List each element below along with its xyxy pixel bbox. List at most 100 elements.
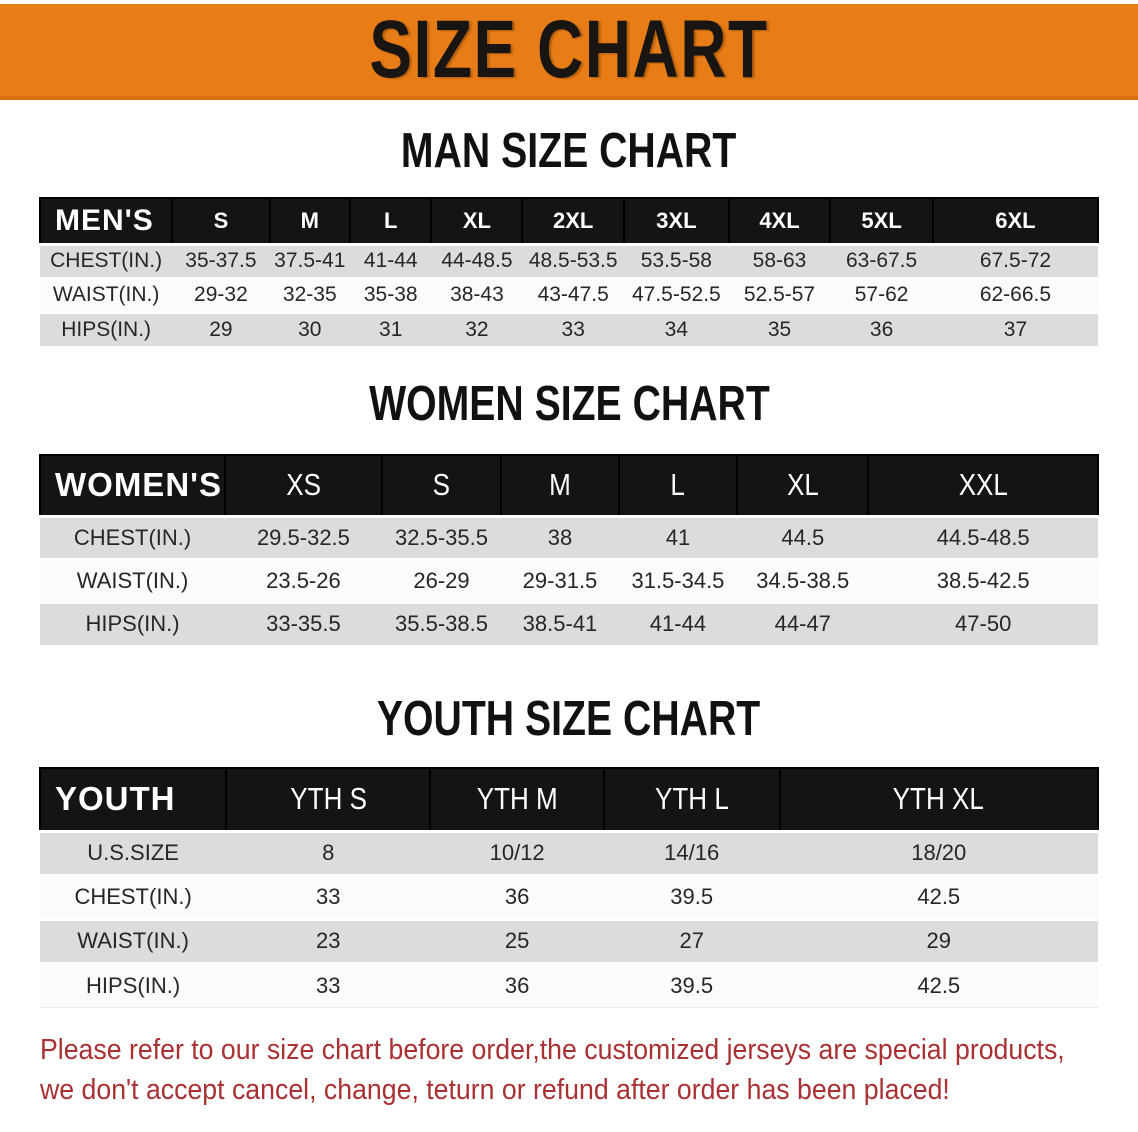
measurement-cell: 29-31.5: [501, 557, 619, 603]
men-hips-row: HIPS(IN.) 29 30 31 32 33 34 35 36 37: [40, 310, 1098, 346]
size-column-header: YTH S: [225, 767, 432, 832]
women-hips-row: HIPS(IN.) 33-35.5 35.5-38.5 38.5-41 41-4…: [40, 600, 1098, 645]
size-column-header: 3XL: [622, 197, 730, 245]
men-section-heading: MAN SIZE CHART: [0, 127, 1138, 176]
women-table-title-cell: WOMEN'S: [38, 454, 227, 517]
size-column-header: 4XL: [727, 197, 832, 245]
measurement-cell: 41-44: [618, 600, 738, 645]
size-column-header-text: M: [549, 467, 571, 503]
row-label: WAIST(IN.): [40, 917, 227, 963]
measurement-cell: 47-50: [868, 600, 1098, 645]
size-column-header-text: XS: [286, 467, 321, 503]
measurement-cell: 35-37.5: [172, 242, 270, 278]
youth-section-heading: YOUTH SIZE CHART: [0, 695, 1138, 744]
size-column-header: L: [348, 197, 433, 245]
size-column-header: M: [268, 197, 351, 245]
youth-table-header-row: YOUTH YTH S YTH M YTH L YTH XL: [38, 767, 1100, 832]
measurement-cell: 39.5: [603, 873, 780, 920]
measurement-cell: 38: [501, 514, 619, 559]
youth-waist-row: WAIST(IN.) 23 25 27 29: [40, 917, 1098, 963]
measurement-cell: 29-32: [172, 276, 270, 313]
size-column-header: 2XL: [521, 197, 625, 245]
measurement-cell: 41: [618, 514, 738, 559]
size-column-header-text: YTH XL: [893, 781, 985, 817]
women-chest-row: CHEST(IN.) 29.5-32.5 32.5-35.5 38 41 44.…: [40, 514, 1098, 559]
size-column-header-text: S: [432, 467, 451, 503]
measurement-cell: 10/12: [430, 829, 604, 875]
measurement-cell: 62-66.5: [932, 276, 1098, 313]
measurement-cell: 14/16: [603, 829, 780, 875]
size-chart-banner: SIZE CHART: [0, 4, 1138, 100]
measurement-cell: 35.5-38.5: [381, 600, 502, 645]
measurement-cell: 36: [830, 310, 933, 346]
measurement-cell: 32-35: [269, 276, 350, 313]
measurement-cell: 33: [226, 961, 431, 1008]
row-label: CHEST(IN.): [40, 242, 173, 278]
measurement-cell: 39.5: [603, 961, 780, 1008]
measurement-cell: 25: [430, 917, 604, 963]
men-table-header-row: MEN'S S M L XL 2XL 3XL 4XL 5XL 6XL: [38, 197, 1100, 245]
size-column-header-text: XXL: [958, 467, 1008, 503]
row-label: U.S.SIZE: [40, 829, 227, 875]
women-waist-row: WAIST(IN.) 23.5-26 26-29 29-31.5 31.5-34…: [40, 557, 1098, 603]
measurement-cell: 29: [172, 310, 270, 346]
measurement-cell: 44-48.5: [431, 242, 523, 278]
measurement-cell: 26-29: [381, 557, 502, 603]
measurement-cell: 33-35.5: [225, 600, 382, 645]
measurement-cell: 35-38: [349, 276, 432, 313]
size-column-header: XS: [224, 454, 383, 517]
measurement-cell: 52.5-57: [728, 276, 831, 313]
youth-size-table: YOUTH YTH S YTH M YTH L YTH XL U.S.SIZE …: [38, 767, 1100, 1008]
measurement-cell: 47.5-52.5: [623, 276, 729, 313]
measurement-cell: 29.5-32.5: [225, 514, 382, 559]
size-column-header: YTH XL: [778, 767, 1100, 832]
women-table-header-row: WOMEN'S XS S M L XL XXL: [38, 454, 1099, 517]
women-size-table: WOMEN'S XS S M L XL XXL CHEST(IN.) 29.5-…: [38, 454, 1099, 645]
size-column-header: XL: [430, 197, 524, 245]
men-section-heading-text: MAN SIZE CHART: [401, 124, 737, 178]
measurement-cell: 48.5-53.5: [522, 242, 624, 278]
size-column-header: YTH M: [429, 767, 605, 832]
size-column-header: 5XL: [829, 197, 934, 245]
size-column-header: M: [500, 454, 620, 517]
top-margin-strip: [0, 0, 1138, 4]
men-size-table: MEN'S S M L XL 2XL 3XL 4XL 5XL 6XL CHEST…: [38, 197, 1100, 346]
measurement-cell: 32: [431, 310, 523, 346]
women-section-heading-text: WOMEN SIZE CHART: [368, 377, 770, 431]
measurement-cell: 32.5-35.5: [381, 514, 502, 559]
size-column-header-text: YTH M: [476, 781, 558, 817]
measurement-cell: 31: [349, 310, 432, 346]
measurement-cell: 42.5: [779, 961, 1098, 1008]
measurement-cell: 29: [779, 917, 1098, 963]
measurement-cell: 67.5-72: [932, 242, 1098, 278]
measurement-cell: 33: [226, 873, 431, 920]
youth-ussize-row: U.S.SIZE 8 10/12 14/16 18/20: [40, 829, 1098, 875]
row-label: HIPS(IN.): [40, 961, 227, 1008]
row-label: HIPS(IN.): [40, 600, 226, 645]
women-section-heading: WOMEN SIZE CHART: [0, 380, 1138, 429]
disclaimer-line-1: Please refer to our size chart before or…: [40, 1033, 1065, 1066]
measurement-cell: 35: [728, 310, 831, 346]
measurement-cell: 58-63: [728, 242, 831, 278]
measurement-cell: 8: [226, 829, 431, 875]
measurement-cell: 43-47.5: [522, 276, 624, 313]
size-column-header-text: XL: [786, 467, 819, 503]
size-column-header: L: [617, 454, 739, 517]
size-column-header: 6XL: [931, 197, 1100, 245]
measurement-cell: 44.5-48.5: [868, 514, 1098, 559]
measurement-cell: 38.5-41: [501, 600, 619, 645]
size-column-header: S: [171, 197, 271, 245]
youth-chest-row: CHEST(IN.) 33 36 39.5 42.5: [40, 873, 1098, 920]
youth-hips-row: HIPS(IN.) 33 36 39.5 42.5: [40, 961, 1098, 1008]
men-chest-row: CHEST(IN.) 35-37.5 37.5-41 41-44 44-48.5…: [40, 242, 1098, 278]
measurement-cell: 30: [269, 310, 350, 346]
measurement-cell: 36: [430, 873, 604, 920]
men-waist-row: WAIST(IN.) 29-32 32-35 35-38 38-43 43-47…: [40, 276, 1098, 313]
measurement-cell: 34: [623, 310, 729, 346]
measurement-cell: 18/20: [779, 829, 1098, 875]
measurement-cell: 53.5-58: [623, 242, 729, 278]
size-column-header: S: [380, 454, 503, 517]
youth-section-heading-text: YOUTH SIZE CHART: [377, 692, 761, 746]
measurement-cell: 63-67.5: [830, 242, 933, 278]
row-label: CHEST(IN.): [40, 873, 227, 920]
